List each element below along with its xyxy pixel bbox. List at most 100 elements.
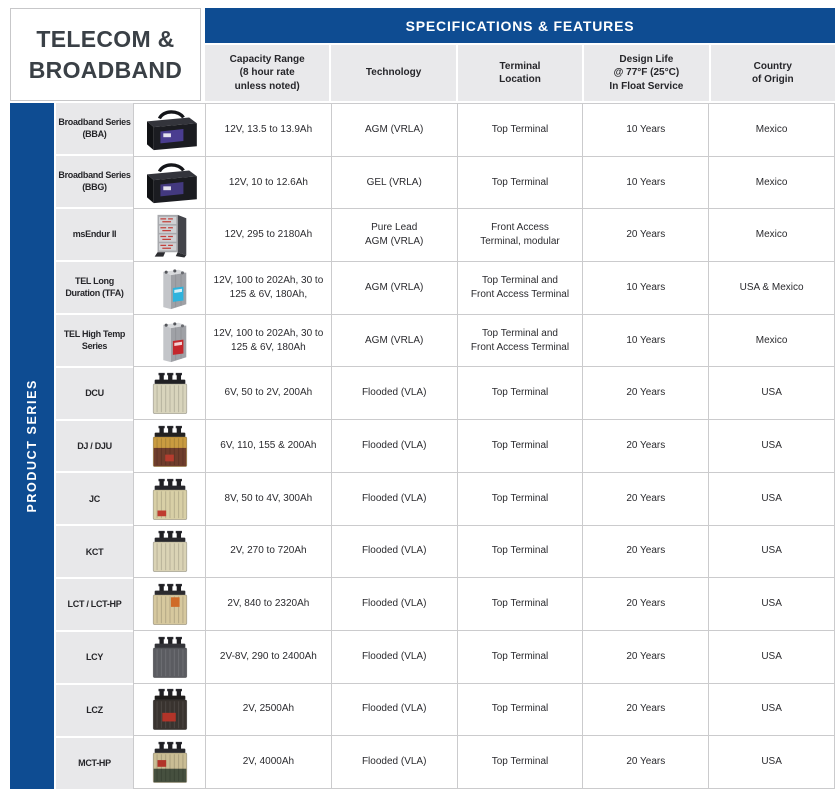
cell-country-of-origin: USA (709, 683, 835, 737)
cell-technology: AGM (VRLA) (331, 104, 458, 157)
dj-dju-battery-image (134, 420, 206, 473)
tfa-battery-image (134, 262, 206, 315)
cell-capacity-range: 2V, 4000Ah (206, 736, 332, 789)
cell-technology: Pure Lead AGM (VRLA) (331, 209, 458, 263)
cell-design-life: 20 Years (583, 367, 710, 421)
product-series-name: JC (56, 473, 133, 525)
cell-design-life: 10 Years (583, 156, 710, 210)
bba-battery-image (134, 104, 206, 157)
cell-technology: AGM (VRLA) (331, 314, 458, 368)
column-header-country-of-origin: Country of Origin (710, 45, 835, 101)
cell-capacity-range: 12V, 10 to 12.6Ah (206, 156, 332, 210)
cell-technology: AGM (VRLA) (331, 262, 458, 315)
product-series-name: LCT / LCT-HP (56, 579, 133, 631)
cell-terminal-location: Top Terminal (457, 525, 584, 579)
spec-grid: 12V, 13.5 to 13.9Ah AGM (VRLA) Top Termina… (133, 103, 835, 789)
product-series-name: DJ / DJU (56, 420, 133, 472)
cell-country-of-origin: USA (709, 420, 835, 473)
cell-terminal-location: Top Terminal and Front Access Terminal (457, 314, 584, 368)
dcu-battery-image (134, 367, 206, 421)
specifications-banner-label: SPECIFICATIONS & FEATURES (405, 17, 635, 34)
cell-technology: Flooded (VLA) (331, 472, 458, 526)
tel-high-temp-battery-image (134, 314, 206, 368)
cell-terminal-location: Top Terminal (457, 367, 584, 421)
cell-terminal-location: Top Terminal (457, 683, 584, 737)
cell-country-of-origin: USA (709, 525, 835, 579)
product-series-sidebar-label: PRODUCT SERIES (25, 379, 39, 513)
cell-terminal-location: Top Terminal (457, 472, 584, 526)
kct-battery-image (134, 525, 206, 579)
product-series-name: KCT (56, 526, 133, 578)
column-header-capacity-range: Capacity Range (8 hour rate unless noted… (205, 45, 330, 101)
product-name-column: Broadband Series (BBA) Broadband Series (… (56, 103, 133, 789)
column-header-terminal-location: Terminal Location (457, 45, 583, 101)
product-series-name: LCY (56, 632, 133, 684)
cell-capacity-range: 2V-8V, 290 to 2400Ah (206, 630, 332, 684)
cell-technology: Flooded (VLA) (331, 736, 458, 789)
cell-design-life: 20 Years (583, 736, 710, 789)
cell-capacity-range: 12V, 295 to 2180Ah (206, 209, 332, 263)
cell-terminal-location: Top Terminal (457, 420, 584, 473)
cell-country-of-origin: Mexico (709, 104, 835, 157)
product-series-name: TEL Long Duration (TFA) (56, 261, 133, 313)
cell-capacity-range: 12V, 100 to 202Ah, 30 to 125 & 6V, 180Ah… (206, 262, 332, 315)
cell-capacity-range: 6V, 50 to 2V, 200Ah (206, 367, 332, 421)
cell-design-life: 20 Years (583, 630, 710, 684)
cell-terminal-location: Front Access Terminal, modular (457, 209, 584, 263)
cell-design-life: 20 Years (583, 472, 710, 526)
cell-terminal-location: Top Terminal (457, 736, 584, 789)
lcy-battery-image (134, 630, 206, 684)
cell-country-of-origin: USA (709, 630, 835, 684)
cell-terminal-location: Top Terminal (457, 630, 584, 684)
cell-country-of-origin: Mexico (709, 209, 835, 263)
cell-country-of-origin: USA (709, 367, 835, 421)
cell-country-of-origin: USA (709, 472, 835, 526)
cell-country-of-origin: USA (709, 578, 835, 631)
cell-technology: Flooded (VLA) (331, 420, 458, 473)
cell-capacity-range: 12V, 100 to 202Ah, 30 to 125 & 6V, 180Ah (206, 314, 332, 368)
column-header-design-life: Design Life @ 77°F (25°C) In Float Servi… (584, 45, 709, 101)
cell-country-of-origin: USA (709, 736, 835, 789)
cell-terminal-location: Top Terminal (457, 156, 584, 210)
cell-design-life: 10 Years (583, 104, 710, 157)
cell-terminal-location: Top Terminal and Front Access Terminal (457, 262, 584, 315)
specifications-banner: SPECIFICATIONS & FEATURES (205, 8, 835, 43)
mct-hp-battery-image (134, 736, 206, 789)
lcz-battery-image (134, 683, 206, 737)
cell-terminal-location: Top Terminal (457, 104, 584, 157)
cell-design-life: 20 Years (583, 420, 710, 473)
msendur-rack-image (134, 209, 206, 263)
category-title-box: TELECOM & BROADBAND (10, 8, 201, 101)
product-series-name: Broadband Series (BBG) (56, 155, 133, 207)
column-header-technology: Technology (331, 45, 456, 101)
product-series-sidebar: PRODUCT SERIES (10, 103, 54, 789)
cell-terminal-location: Top Terminal (457, 578, 584, 631)
cell-country-of-origin: Mexico (709, 156, 835, 210)
cell-capacity-range: 8V, 50 to 4V, 300Ah (206, 472, 332, 526)
cell-technology: Flooded (VLA) (331, 578, 458, 631)
cell-technology: Flooded (VLA) (331, 525, 458, 579)
cell-country-of-origin: Mexico (709, 314, 835, 368)
jc-battery-image (134, 472, 206, 526)
cell-design-life: 20 Years (583, 578, 710, 631)
cell-design-life: 10 Years (583, 262, 710, 315)
cell-design-life: 20 Years (583, 525, 710, 579)
cell-design-life: 20 Years (583, 209, 710, 263)
cell-capacity-range: 6V, 110, 155 & 200Ah (206, 420, 332, 473)
cell-technology: GEL (VRLA) (331, 156, 458, 210)
column-header-row: Capacity Range (8 hour rate unless noted… (205, 45, 835, 101)
cell-technology: Flooded (VLA) (331, 630, 458, 684)
product-series-name: TEL High Temp Series (56, 314, 133, 366)
product-series-name: LCZ (56, 685, 133, 737)
product-series-name: msEndur II (56, 208, 133, 260)
cell-country-of-origin: USA & Mexico (709, 262, 835, 315)
cell-technology: Flooded (VLA) (331, 683, 458, 737)
cell-design-life: 20 Years (583, 683, 710, 737)
product-series-name: Broadband Series (BBA) (56, 103, 133, 154)
lct-battery-image (134, 578, 206, 631)
cell-capacity-range: 2V, 2500Ah (206, 683, 332, 737)
bbg-battery-image (134, 156, 206, 210)
cell-capacity-range: 2V, 840 to 2320Ah (206, 578, 332, 631)
cell-capacity-range: 2V, 270 to 720Ah (206, 525, 332, 579)
